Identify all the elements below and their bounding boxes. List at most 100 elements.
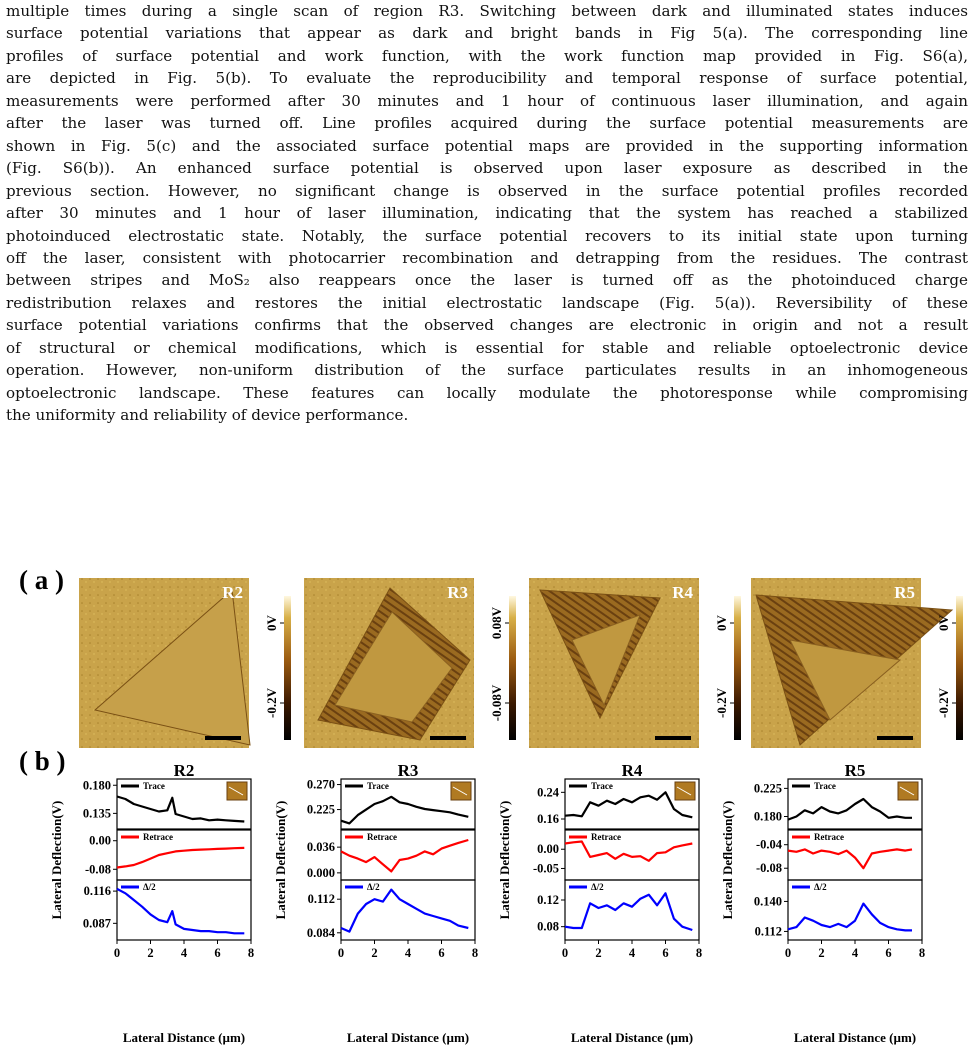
x-axis-label: Lateral Distance (µm) [571, 1030, 693, 1045]
data-line-delta [116, 887, 245, 935]
data-line-trace [564, 791, 693, 819]
afm-map-r4: R4 0V -0.2V [529, 578, 741, 748]
y-axis-label: Lateral Deflection(V) [720, 801, 735, 920]
x-axis-label: Lateral Distance (µm) [347, 1030, 469, 1045]
paragraph-line: optoelectronic landscape. These features… [6, 383, 968, 402]
legend-label: Trace [367, 781, 389, 791]
paragraph-line: of structural or chemical modifications,… [6, 338, 968, 357]
data-line-trace [340, 795, 469, 825]
paragraph-line: between stripes and MoS₂ also reappears … [6, 271, 968, 290]
paragraph-line: (Fig. S6(b)). An enhanced surface potent… [6, 159, 968, 178]
x-axis-label: Lateral Distance (µm) [794, 1030, 916, 1045]
paragraph-line: surface potential variations that appear… [6, 24, 968, 43]
data-line-trace [787, 797, 912, 821]
data-line-delta [564, 892, 693, 932]
paragraph-line: after the laser was turned off. Line pro… [6, 114, 968, 133]
legend-label: Δ/2 [367, 882, 380, 892]
body-paragraph: multiple times during a single scan of r… [6, 0, 968, 427]
afm-flake-triangle [755, 594, 954, 746]
subpanel-frame [564, 879, 700, 941]
legend-label: Retrace [814, 832, 844, 842]
colorbar [509, 596, 516, 740]
line-profile-r5: R5 Lateral Deflection(V) Lateral Distance … [720, 761, 925, 1045]
scale-bar [205, 736, 241, 740]
colorbar [956, 596, 963, 740]
data-line-delta [340, 888, 469, 933]
legend-label: Δ/2 [814, 882, 827, 892]
x-tick-label: 6 [438, 946, 444, 960]
paragraph-line: redistribution relaxes and restores the … [6, 293, 968, 312]
legend-label: Trace [814, 781, 836, 791]
x-tick-label: 4 [852, 946, 859, 960]
x-tick-label: 0 [338, 946, 344, 960]
subpanel-retrace: -0.04 -0.08 Retrace [756, 829, 923, 881]
afm-map-r2: R2 0V -0.2V [79, 578, 291, 748]
y-tick-label: -0.08 [756, 861, 782, 875]
subpanel-frame [787, 879, 923, 941]
subpanel-frame [116, 829, 252, 881]
y-tick-label: 0.084 [307, 926, 336, 940]
panel-b-label: ( b ) [19, 746, 66, 776]
subpanel-frame [564, 829, 700, 881]
subpanel-frame [340, 778, 476, 830]
inset-map-thumbnail [450, 781, 472, 801]
inset-scan-line [228, 786, 244, 796]
legend-label: Trace [591, 781, 613, 791]
legend-label: Trace [143, 781, 165, 791]
x-tick-label: 4 [629, 946, 636, 960]
afm-flake-inner [334, 611, 453, 723]
line-profile-r3: R3 Lateral Deflection(V) Lateral Distance … [273, 761, 478, 1045]
subpanel-frame [340, 879, 476, 941]
y-axis-label: Lateral Deflection(V) [497, 801, 512, 920]
inset-scan-line [676, 786, 692, 796]
inset-map-thumbnail [897, 781, 919, 801]
y-tick-label: 0.116 [84, 884, 111, 898]
scale-bar [655, 736, 691, 740]
subpanel-delta: 0.116 0.087 Δ/2 [83, 879, 252, 941]
x-axis-label: Lateral Distance (µm) [123, 1030, 245, 1045]
colorbar [284, 596, 291, 740]
plot-title: R4 [622, 761, 643, 780]
y-tick-label: 0.270 [307, 778, 335, 792]
x-tick-label: 2 [595, 946, 601, 960]
subpanel-retrace: 0.00 -0.08 Retrace [85, 829, 252, 881]
colorbar-top-label: 0V [936, 614, 951, 631]
x-tick-label: 4 [181, 946, 188, 960]
y-axis-label: Lateral Deflection(V) [273, 801, 288, 920]
x-tick-label: 0 [785, 946, 791, 960]
plot-title: R2 [174, 761, 195, 780]
subpanel-trace: 0.225 0.180 Trace [754, 778, 923, 830]
y-tick-label: 0.08 [537, 920, 559, 934]
afm-flake-inner [571, 614, 641, 707]
y-axis-label: Lateral Deflection(V) [49, 801, 64, 920]
data-line-retrace [787, 848, 913, 870]
subpanel-frame [116, 778, 252, 830]
paragraph-line: the uniformity and reliability of device… [6, 406, 409, 425]
inset-map-thumbnail [226, 781, 248, 801]
y-tick-label: 0.16 [537, 812, 559, 826]
y-tick-label: 0.225 [754, 781, 782, 795]
y-tick-label: 0.140 [754, 894, 782, 908]
scale-bar [877, 736, 913, 740]
y-tick-label: 0.12 [537, 893, 559, 907]
afm-flake-inner [789, 639, 902, 721]
paragraph-line: profiles of surface potential and work f… [6, 46, 968, 65]
paragraph-line: are depicted in Fig. 5(b). To evaluate t… [6, 69, 968, 88]
subpanel-trace: 0.180 0.135 Trace [83, 778, 252, 830]
paragraph-line: shown in Fig. 5(c) and the associated su… [6, 136, 968, 155]
subpanel-frame [340, 829, 476, 881]
y-tick-label: 0.112 [755, 924, 782, 938]
afm-flake-triangle [93, 588, 251, 746]
subpanel-retrace: 0.00 -0.05 Retrace [533, 829, 700, 881]
data-line-retrace [564, 840, 693, 862]
paragraph-line: operation. However, non-uniform distribu… [6, 361, 968, 380]
x-tick-label: 8 [919, 946, 925, 960]
paragraph-line: measurements were performed after 30 min… [6, 91, 968, 110]
subpanel-frame [787, 829, 923, 881]
line-profile-r4: R4 Lateral Deflection(V) Lateral Distance … [497, 761, 702, 1045]
paragraph-line: photoinduced electrostatic state. Notabl… [6, 226, 968, 245]
subpanel-frame [116, 879, 252, 941]
legend-label: Retrace [143, 832, 173, 842]
y-tick-label: -0.05 [533, 861, 559, 875]
paragraph-line: multiple times during a single scan of r… [6, 2, 968, 20]
